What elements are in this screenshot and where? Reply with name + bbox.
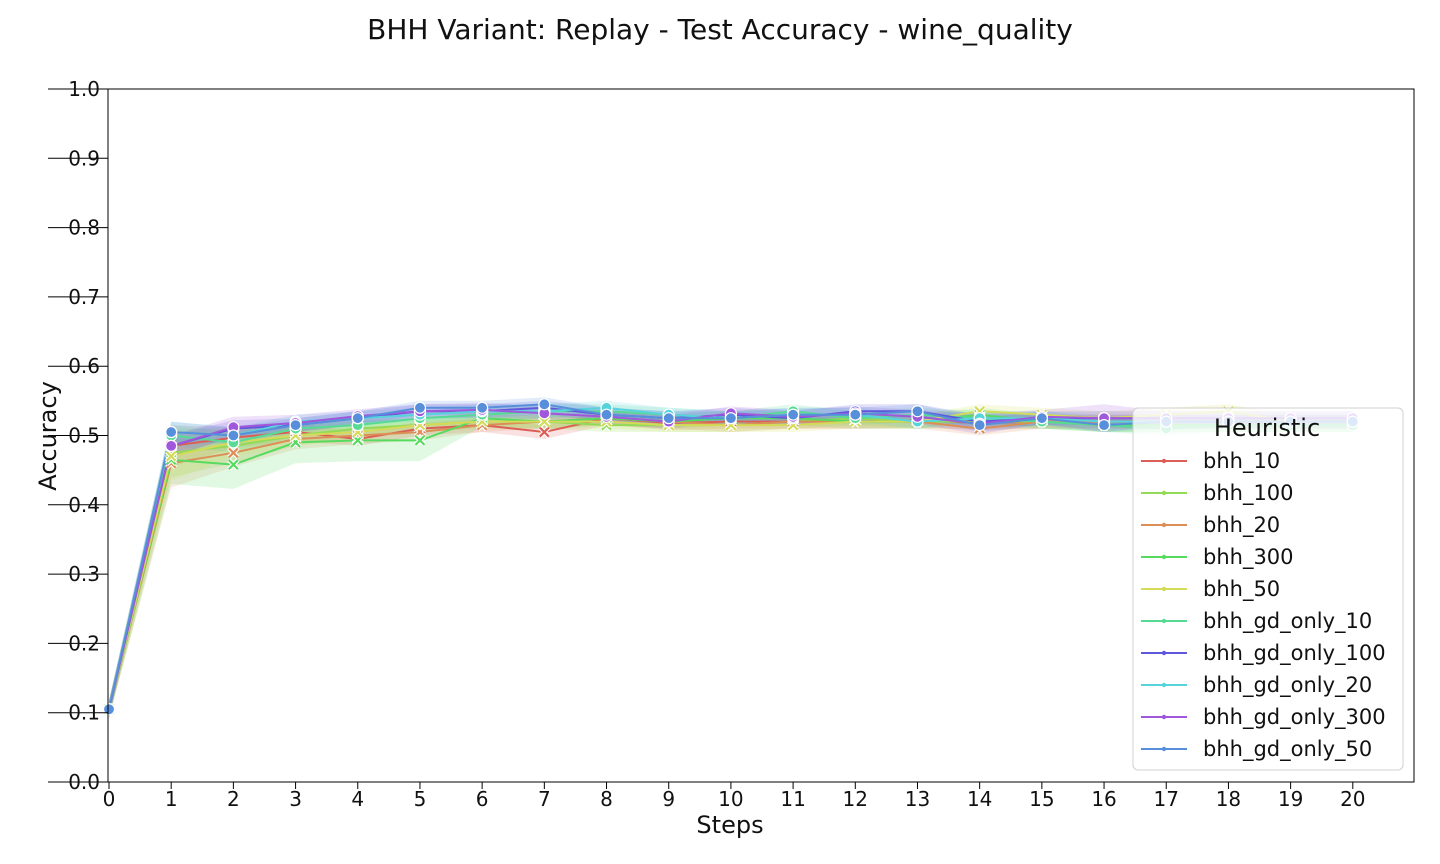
point-bhh_gd_only_50 <box>538 398 551 411</box>
legend-marker <box>1161 650 1167 656</box>
point-bhh_gd_only_50 <box>476 401 489 414</box>
x-tick-label: 19 <box>1278 787 1303 811</box>
legend-label: bhh_300 <box>1203 545 1294 570</box>
x-tick-label: 14 <box>967 787 992 811</box>
legend-item: bhh_gd_only_10 <box>1141 609 1372 634</box>
legend-label: bhh_gd_only_50 <box>1203 737 1372 762</box>
x-tick-label: 2 <box>227 787 240 811</box>
x-tick-label: 3 <box>289 787 302 811</box>
point-bhh_300 <box>227 458 240 471</box>
x-tick-label: 17 <box>1154 787 1179 811</box>
legend-item: bhh_20 <box>1141 513 1280 538</box>
legend-label: bhh_50 <box>1203 577 1280 602</box>
legend-marker <box>1161 746 1167 752</box>
point-bhh_gd_only_50 <box>849 408 862 421</box>
y-axis-label: Accuracy <box>34 381 62 491</box>
x-tick-label: 1 <box>165 787 178 811</box>
x-tick-label: 9 <box>662 787 675 811</box>
point-bhh_gd_only_50 <box>600 408 613 421</box>
x-tick-label: 12 <box>843 787 868 811</box>
point-bhh_gd_only_50 <box>786 408 800 421</box>
y-tick-label: 0.4 <box>68 493 100 517</box>
point-bhh_gd_only_50 <box>102 703 116 716</box>
point-bhh_300 <box>413 434 427 447</box>
legend-marker <box>1161 458 1167 464</box>
legend-item: bhh_50 <box>1141 577 1280 602</box>
x-tick-label: 18 <box>1216 787 1241 811</box>
legend-label: bhh_gd_only_20 <box>1203 673 1372 698</box>
legend-marker <box>1161 618 1167 624</box>
x-tick-label: 11 <box>780 787 805 811</box>
legend-marker <box>1161 554 1167 560</box>
x-tick-label: 20 <box>1340 787 1365 811</box>
point-bhh_50 <box>538 415 551 428</box>
x-tick-label: 15 <box>1029 787 1054 811</box>
legend-label: bhh_gd_only_10 <box>1203 609 1372 634</box>
legend-marker <box>1161 490 1167 496</box>
legend-marker <box>1161 714 1167 720</box>
x-axis-label: Steps <box>696 811 763 839</box>
legend: Heuristic bhh_10 bhh_100 bhh_20 bhh_300 bhh_… <box>1132 407 1404 771</box>
legend-box <box>1132 407 1404 771</box>
legend-item: bhh_gd_only_20 <box>1141 673 1372 698</box>
y-tick-label: 0.9 <box>68 146 100 170</box>
y-tick-label: 0.7 <box>68 285 100 309</box>
point-bhh_gd_only_50 <box>351 412 364 425</box>
legend-marker <box>1161 586 1167 592</box>
y-tick-label: 0.3 <box>68 562 100 586</box>
point-bhh_gd_only_300 <box>165 439 178 452</box>
y-tick-label: 0.1 <box>68 701 100 725</box>
point-bhh_10 <box>538 425 551 439</box>
chart-title: BHH Variant: Replay - Test Accuracy - wi… <box>367 13 1073 46</box>
point-bhh_20 <box>227 446 240 459</box>
y-axis: 0.0 0.1 0.2 0.3 0.4 0.5 0.6 0.7 0.8 0.9 1.0 <box>48 77 108 794</box>
legend-marker <box>1161 522 1167 528</box>
point-bhh_gd_only_50 <box>289 419 302 432</box>
x-tick-label: 4 <box>351 787 364 811</box>
point-bhh_gd_only_50 <box>662 412 675 425</box>
x-tick-label: 5 <box>414 787 427 811</box>
legend-item: bhh_10 <box>1141 449 1280 474</box>
x-tick-label: 13 <box>905 787 930 811</box>
legend-label: bhh_10 <box>1203 449 1280 474</box>
point-bhh_gd_only_50 <box>1035 412 1048 425</box>
y-tick-label: 0.6 <box>68 354 100 378</box>
point-bhh_gd_only_50 <box>227 429 240 442</box>
legend-item: bhh_gd_only_100 <box>1141 641 1386 666</box>
legend-marker <box>1161 682 1167 688</box>
point-bhh_gd_only_50 <box>165 425 178 439</box>
legend-item: bhh_gd_only_300 <box>1141 705 1386 730</box>
x-tick-label: 7 <box>538 787 551 811</box>
y-tick-label: 0.2 <box>68 631 100 655</box>
legend-label: bhh_20 <box>1203 513 1280 538</box>
legend-label: bhh_gd_only_300 <box>1203 705 1386 730</box>
point-bhh_50 <box>165 450 178 463</box>
point-bhh_gd_only_50 <box>413 401 427 414</box>
x-tick-label: 6 <box>476 787 489 811</box>
legend-item: bhh_gd_only_50 <box>1141 737 1372 762</box>
legend-item: bhh_300 <box>1141 545 1294 570</box>
point-bhh_gd_only_50 <box>973 419 986 432</box>
x-axis: 0 1 2 3 4 5 6 7 8 9 10 11 12 13 14 15 16 17 18 19 20 <box>103 782 1366 811</box>
legend-title: Heuristic <box>1214 414 1320 442</box>
y-tick-label: 0.0 <box>68 770 100 794</box>
point-bhh_gd_only_50 <box>724 412 738 425</box>
legend-label: bhh_100 <box>1203 481 1294 506</box>
y-tick-label: 0.5 <box>68 424 100 448</box>
y-tick-label: 1.0 <box>68 77 100 101</box>
point-bhh_gd_only_50 <box>911 405 924 418</box>
legend-item: bhh_100 <box>1141 481 1294 506</box>
x-tick-label: 8 <box>600 787 613 811</box>
point-bhh_gd_only_50 <box>1097 419 1111 432</box>
x-tick-label: 0 <box>103 787 116 811</box>
y-tick-label: 0.8 <box>68 216 100 240</box>
x-tick-label: 10 <box>718 787 743 811</box>
x-tick-label: 16 <box>1091 787 1116 811</box>
legend-label: bhh_gd_only_100 <box>1203 641 1386 666</box>
